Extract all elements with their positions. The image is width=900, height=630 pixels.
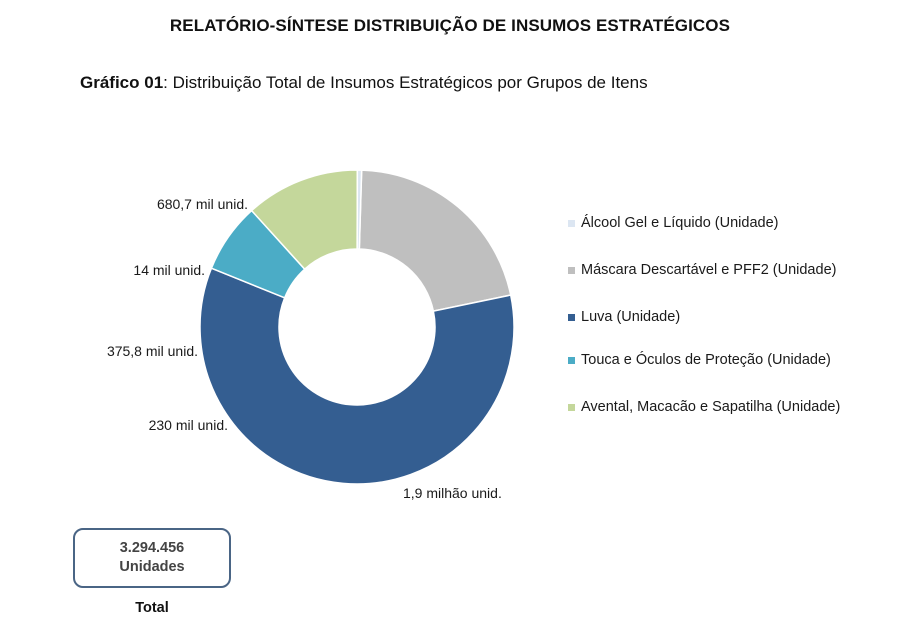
legend-label: Touca e Óculos de Proteção (Unidade) <box>581 352 831 368</box>
legend-swatch <box>568 314 575 321</box>
donut-slice-mascara-descartavel-e-pff2-unidade <box>358 169 512 313</box>
legend-item-mascara-descartavel-e-pff2-unidade: Máscara Descartável e PFF2 (Unidade) <box>568 261 881 279</box>
report-title: RELATÓRIO-SÍNTESE DISTRIBUIÇÃO DE INSUMO… <box>169 16 731 35</box>
total-label: Total <box>135 600 169 616</box>
legend-item-avental-macacao-e-sapatilha-unidade: Avental, Macacão e Sapatilha (Unidade) <box>568 398 881 416</box>
total-box: 3.294.456 Unidades <box>73 528 231 588</box>
total-unit: Unidades <box>119 559 185 575</box>
legend-swatch <box>568 267 575 274</box>
legend-item-touca-e-oculos-de-protecao-unidade: Touca e Óculos de Proteção (Unidade) <box>568 351 881 369</box>
slice-label-alcool-gel-e-liquido-unidade: 14 mil unid. <box>133 262 205 278</box>
chart-caption-text: : Distribuição Total de Insumos Estratég… <box>163 73 648 92</box>
legend-item-luva-unidade: Luva (Unidade) <box>568 308 881 326</box>
slice-label-touca-e-oculos-de-protecao-unidade: 230 mil unid. <box>149 417 228 433</box>
slice-label-avental-macacao-e-sapatilha-unidade: 375,8 mil unid. <box>107 343 198 359</box>
legend-swatch <box>568 404 575 411</box>
legend-label: Avental, Macacão e Sapatilha (Unidade) <box>581 399 841 415</box>
donut-slice-labels: 680,7 mil unid. 1,9 milhão unid. 230 mil u… <box>107 196 502 501</box>
legend-label: Álcool Gel e Líquido (Unidade) <box>581 215 779 231</box>
legend-item-alcool-gel-e-liquido-unidade: Álcool Gel e Líquido (Unidade) <box>568 214 881 232</box>
chart-caption: Gráfico 01: Distribuição Total de Insumo… <box>80 73 648 93</box>
legend-swatch <box>568 220 575 227</box>
chart-caption-prefix: Gráfico 01 <box>80 73 164 92</box>
donut-slice-luva-unidade <box>199 267 515 485</box>
donut-slices <box>199 169 515 485</box>
slice-label-mascara-descartavel-e-pff2-unidade: 680,7 mil unid. <box>157 196 248 212</box>
slice-label-luva-unidade: 1,9 milhão unid. <box>403 485 502 501</box>
legend-swatch <box>568 357 575 364</box>
legend-label: Máscara Descartável e PFF2 (Unidade) <box>581 262 837 278</box>
donut-slice-alcool-gel-e-liquido-unidade <box>356 169 363 250</box>
legend-label: Luva (Unidade) <box>581 309 681 325</box>
total-value: 3.294.456 <box>119 540 185 556</box>
